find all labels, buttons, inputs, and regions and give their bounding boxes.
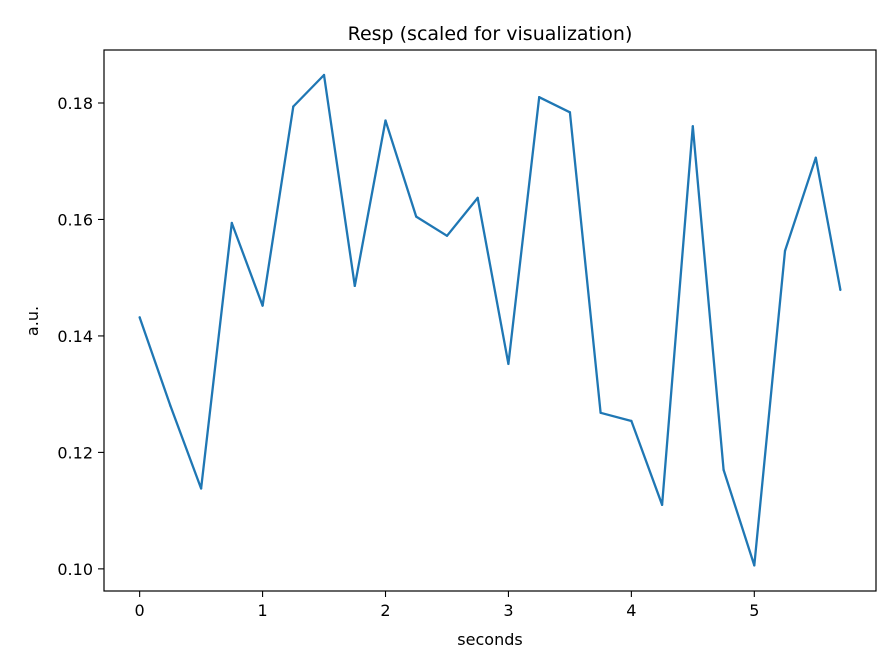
x-tick-label: 2 — [380, 601, 390, 620]
x-tick-label: 4 — [626, 601, 636, 620]
x-tick-label: 1 — [257, 601, 267, 620]
data-point — [384, 119, 387, 122]
data-point — [691, 125, 694, 128]
data-point — [783, 249, 787, 253]
data-point — [568, 111, 572, 114]
y-tick-label: 0.16 — [57, 210, 93, 229]
y-axis-label: a.u. — [23, 306, 42, 336]
x-tick-label: 3 — [503, 601, 513, 620]
data-point — [753, 564, 756, 567]
x-tick-label: 5 — [749, 601, 759, 620]
data-point — [445, 234, 449, 237]
data-point — [322, 73, 326, 77]
data-point — [415, 215, 418, 218]
data-point — [507, 362, 510, 366]
data-point — [538, 96, 541, 99]
series-line — [138, 73, 842, 567]
data-point — [599, 411, 602, 414]
x-axis-label: seconds — [457, 630, 522, 649]
data-point — [660, 503, 664, 506]
data-point — [839, 288, 842, 292]
data-point — [814, 156, 817, 159]
data-point — [630, 419, 633, 423]
plot-area-frame — [103, 49, 877, 592]
x-tick-label: 0 — [135, 601, 145, 620]
data-point — [199, 487, 203, 490]
data-point — [476, 196, 479, 200]
series-layer — [138, 73, 842, 567]
y-tick-label: 0.18 — [57, 94, 93, 113]
x-axis-ticks: 0 1 2 3 4 5 — [135, 591, 759, 620]
y-tick-label: 0.14 — [57, 327, 93, 346]
data-point — [230, 221, 233, 225]
data-point — [261, 304, 264, 307]
data-point — [138, 316, 141, 319]
y-tick-label: 0.12 — [57, 443, 93, 462]
chart-title: Resp (scaled for visualization) — [348, 23, 633, 45]
y-tick-label: 0.10 — [57, 560, 93, 579]
data-point — [353, 284, 356, 288]
data-point — [169, 404, 172, 407]
y-axis-ticks: 0.10 0.12 0.14 0.16 0.18 — [57, 94, 104, 579]
data-point — [292, 105, 295, 108]
data-point — [722, 468, 725, 472]
